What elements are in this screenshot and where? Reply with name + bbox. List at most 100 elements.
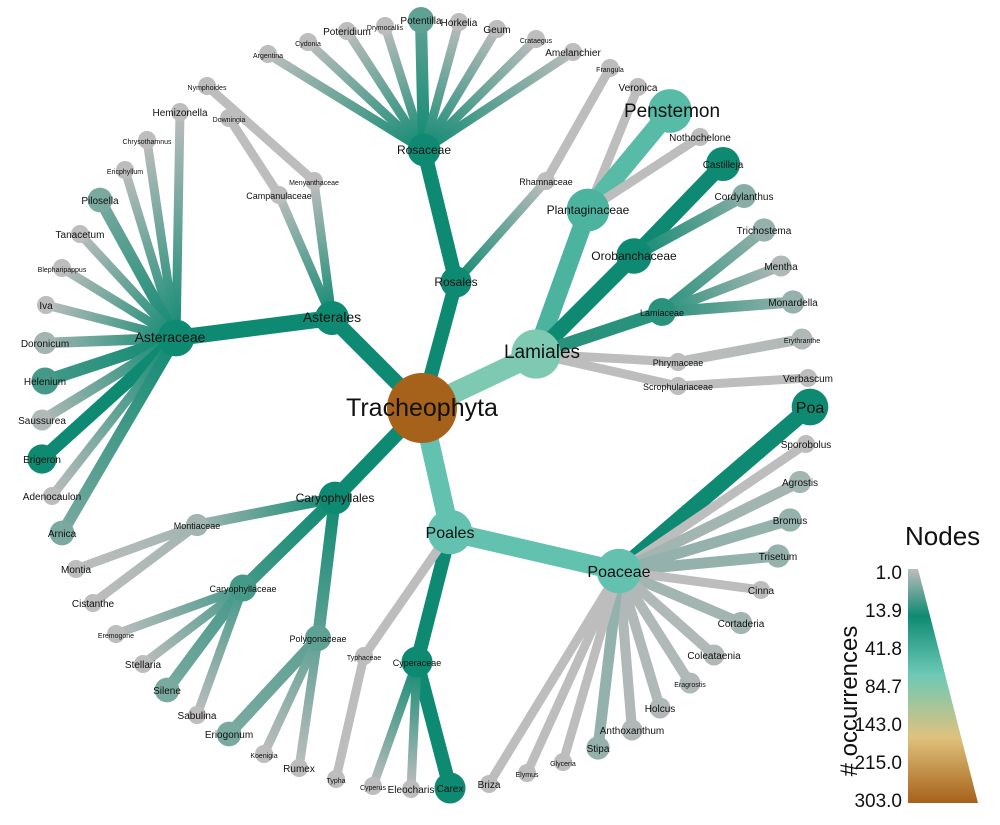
label-asteraceae: Asteraceae [135, 329, 206, 345]
node-glyceria [554, 753, 572, 771]
node-frangula [601, 59, 619, 77]
label-penstemon: Penstemon [624, 101, 720, 122]
label-poales: Poales [426, 525, 475, 542]
label-verbascum: Verbascum [783, 374, 833, 385]
label-briza: Briza [478, 780, 501, 791]
legend-tick: 303.0 [854, 791, 902, 812]
label-coleataenia: Coleataenia [687, 651, 741, 662]
tree-edge-stellaria [138, 583, 248, 669]
node-montia [67, 560, 85, 578]
label-doronicum: Doronicum [21, 339, 69, 350]
node-cyperaceae [401, 646, 433, 678]
tree-edge-amelanchier [419, 47, 578, 155]
label-cordylanthus: Cordylanthus [715, 192, 774, 203]
tree-edge-argentina [263, 49, 429, 155]
tree-edge-ericphyllum [120, 165, 181, 343]
node-holcus [649, 697, 671, 719]
label-monardella: Monardella [768, 298, 818, 309]
tree-edge-trichostema [656, 224, 770, 318]
node-stellaria [134, 655, 152, 673]
tree-edge-montia [71, 520, 202, 574]
label-downingia: Downingia [213, 117, 246, 124]
label-trisetum: Trisetum [759, 552, 798, 563]
node-nymphoides [198, 77, 216, 95]
label-montia: Montia [61, 565, 91, 576]
label-cyperaceae: Cyperaceae [393, 658, 442, 668]
label-eriogonum: Eriogonum [205, 730, 253, 741]
legend-title: Nodes [905, 521, 981, 551]
node-coleataenia [703, 644, 725, 666]
node-polygonaceae [305, 625, 331, 651]
node-cordylanthus [732, 184, 756, 208]
label-stellaria: Stellaria [125, 660, 162, 671]
label-drymocallis: Drymocallis [367, 25, 404, 32]
label-phrymaceae: Phrymaceae [653, 358, 704, 368]
label-bromus: Bromus [773, 516, 807, 527]
label-rumex: Rumex [283, 764, 315, 775]
label-eragrostis: Eragrostis [674, 682, 706, 689]
tree-edge-blepharipappus [57, 263, 181, 343]
node-eremogone [107, 625, 125, 643]
node-asteraceae [157, 319, 195, 357]
label-nymphoides: Nymphoides [188, 85, 227, 92]
label-caryophyllaceae: Caryophyllaceae [209, 584, 276, 594]
node-erythranthe [791, 328, 813, 350]
node-poales [427, 509, 473, 555]
label-poteridium: Poteridium [323, 27, 371, 38]
tree-edge-frangula [541, 63, 615, 186]
label-ericphyllum: Ericphyllum [107, 169, 143, 176]
node-eleocharis [402, 780, 420, 798]
tree-edge-downingia [224, 113, 284, 200]
label-cinna: Cinna [748, 586, 775, 597]
node-rosales [440, 266, 472, 298]
label-mentha: Mentha [764, 262, 798, 273]
tree-edge-iva [41, 300, 181, 343]
tree-edge-caryophyllaceae [236, 491, 342, 595]
node-carex [434, 772, 466, 804]
tree-edge-rhamnaceae [451, 176, 551, 287]
label-agrostis: Agrostis [782, 478, 818, 489]
node-lamiaceae [648, 298, 676, 326]
node-cistanthe [84, 594, 102, 612]
label-castilleja: Castilleja [703, 160, 744, 171]
label-pilosella: Pilosella [81, 196, 119, 207]
node-eragrostis [679, 672, 701, 694]
node-asterales [314, 300, 350, 336]
node-orobanchaceae [616, 238, 652, 274]
label-blepharipappus: Blepharipappus [38, 267, 87, 274]
node-silene [154, 677, 180, 703]
tree-edge-stipa [592, 565, 625, 754]
label-arnica: Arnica [48, 529, 77, 540]
node-erigeron [27, 444, 57, 474]
label-rhamnaceae: Rhamnaceae [519, 177, 573, 187]
label-plantaginaceae: Plantaginaceae [547, 203, 630, 217]
node-ericphyllum [116, 161, 134, 179]
tree-edge-montiaceae [191, 492, 341, 531]
legend-tick: 84.7 [865, 677, 902, 698]
label-saussurea: Saussurea [18, 416, 66, 427]
tree-edge-cyperus [368, 657, 422, 791]
tree-edge-castilleja [626, 156, 731, 264]
label-tracheophyta: Tracheophyta [346, 394, 498, 422]
node-poteridium [338, 22, 356, 40]
node-stipa [586, 736, 610, 760]
node-argentina [259, 45, 277, 63]
tree-edge-crataegus [419, 34, 541, 155]
node-cydonia [299, 33, 317, 51]
tree-edge-pilosella [94, 194, 182, 344]
label-argentina: Argentina [253, 53, 283, 60]
node-cinna [752, 581, 770, 599]
node-caryophyllaceae [229, 574, 257, 602]
label-orobanchaceae: Orobanchaceae [591, 249, 677, 263]
node-typha [327, 770, 345, 788]
node-agrostis [788, 470, 812, 494]
tree-edge-erythranthe [672, 333, 808, 368]
tree-edge-cyperaceae [410, 525, 457, 669]
node-blepharipappus [53, 259, 71, 277]
node-poaceae [596, 548, 642, 594]
label-amelanchier: Amelanchier [545, 48, 601, 59]
legend-tick: 143.0 [854, 715, 902, 736]
label-campanulaceae: Campanulaceae [246, 191, 312, 201]
label-horkelia: Horkelia [441, 18, 478, 29]
